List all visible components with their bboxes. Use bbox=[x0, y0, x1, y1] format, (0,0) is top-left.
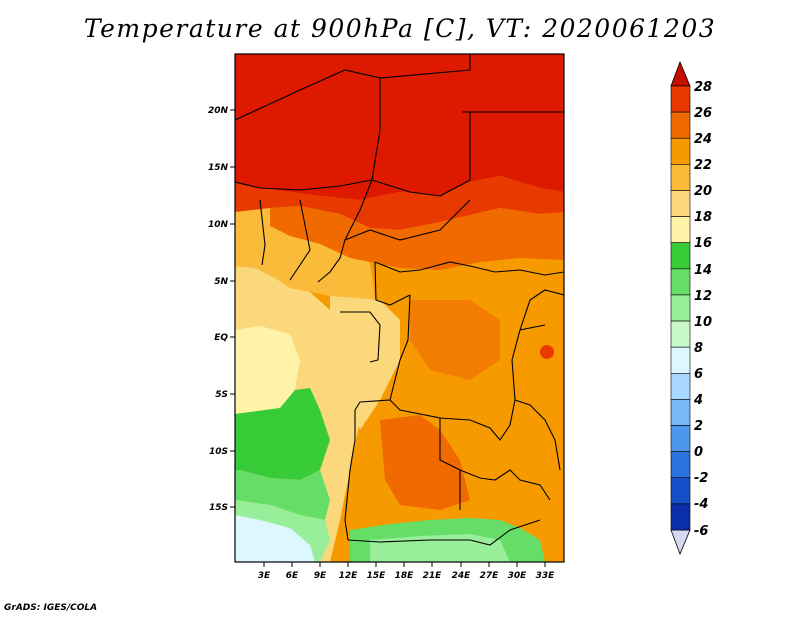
lon-label-30e: 30E bbox=[508, 571, 528, 581]
colorbar-bottom-arrow bbox=[670, 529, 691, 556]
colorbar-box bbox=[670, 425, 691, 452]
colorbar-box bbox=[670, 294, 691, 322]
lat-label-10n: 10N bbox=[208, 220, 229, 230]
colorbar-box bbox=[670, 164, 691, 191]
colorbar-label-6: 6 bbox=[694, 367, 703, 382]
lat-label-5n: 5N bbox=[214, 277, 228, 287]
lat-label-15s: 15S bbox=[209, 503, 228, 513]
lon-label-3e: 3E bbox=[258, 571, 271, 581]
temperature-field bbox=[235, 54, 564, 562]
lat-label-5s: 5S bbox=[215, 390, 228, 400]
colorbar: 28 26 24 22 20 18 16 14 12 10 8 6 4 2 0 … bbox=[670, 60, 712, 556]
colorbar-label-10: 10 bbox=[694, 315, 712, 330]
lon-axis: 3E 6E 9E 12E 15E 18E 21E 24E 27E 30E 33E bbox=[258, 562, 555, 581]
colorbar-box bbox=[670, 216, 691, 244]
lon-label-33e: 33E bbox=[536, 571, 556, 581]
country-borders bbox=[235, 54, 564, 546]
colorbar-label-neg6: -6 bbox=[694, 524, 708, 539]
colorbar-box bbox=[670, 399, 691, 426]
colorbar-label-12: 12 bbox=[694, 289, 712, 304]
colorbar-box bbox=[670, 137, 691, 165]
colorbar-label-2: 2 bbox=[694, 419, 703, 434]
lon-label-12e: 12E bbox=[339, 571, 359, 581]
lon-label-15e: 15E bbox=[367, 571, 387, 581]
map-title: Temperature at 900hPa [C], VT: 202006120… bbox=[83, 14, 717, 43]
colorbar-label-24: 24 bbox=[694, 132, 712, 147]
lat-label-eq: EQ bbox=[214, 333, 228, 343]
colorbar-box bbox=[670, 320, 691, 348]
colorbar-label-neg4: -4 bbox=[694, 497, 708, 512]
colorbar-box bbox=[670, 111, 691, 139]
lat-label-15n: 15N bbox=[208, 163, 229, 173]
colorbar-label-0: 0 bbox=[694, 445, 703, 460]
colorbar-box bbox=[670, 85, 691, 113]
lon-label-9e: 9E bbox=[314, 571, 327, 581]
colorbar-label-28: 28 bbox=[694, 80, 712, 95]
colorbar-box bbox=[670, 242, 691, 270]
colorbar-label-4: 4 bbox=[693, 393, 703, 408]
colorbar-box bbox=[670, 372, 691, 400]
colorbar-box bbox=[670, 477, 691, 505]
colorbar-label-14: 14 bbox=[694, 263, 712, 278]
lat-label-20n: 20N bbox=[208, 106, 229, 116]
map-frame bbox=[234, 53, 565, 563]
colorbar-label-26: 26 bbox=[694, 106, 712, 121]
colorbar-box bbox=[670, 346, 691, 374]
lat-label-10s: 10S bbox=[209, 447, 228, 457]
colorbar-box bbox=[670, 190, 691, 217]
colorbar-label-20: 20 bbox=[694, 184, 712, 199]
colorbar-top-arrow bbox=[670, 60, 691, 87]
grads-credit: GrADS: IGES/COLA bbox=[4, 603, 98, 613]
colorbar-box bbox=[670, 268, 691, 296]
lon-label-27e: 27E bbox=[480, 571, 500, 581]
lon-label-18e: 18E bbox=[395, 571, 415, 581]
lat-axis: 20N 15N 10N 5N EQ 5S 10S 15S bbox=[208, 106, 235, 513]
colorbar-box bbox=[670, 503, 691, 531]
lon-label-24e: 24E bbox=[452, 571, 472, 581]
lon-label-21e: 21E bbox=[423, 571, 443, 581]
colorbar-label-16: 16 bbox=[694, 236, 712, 251]
colorbar-label-8: 8 bbox=[694, 341, 703, 356]
colorbar-box bbox=[670, 451, 691, 479]
lon-label-6e: 6E bbox=[286, 571, 299, 581]
colorbar-label-22: 22 bbox=[694, 158, 712, 173]
colorbar-label-neg2: -2 bbox=[694, 471, 708, 486]
colorbar-label-18: 18 bbox=[694, 210, 712, 225]
